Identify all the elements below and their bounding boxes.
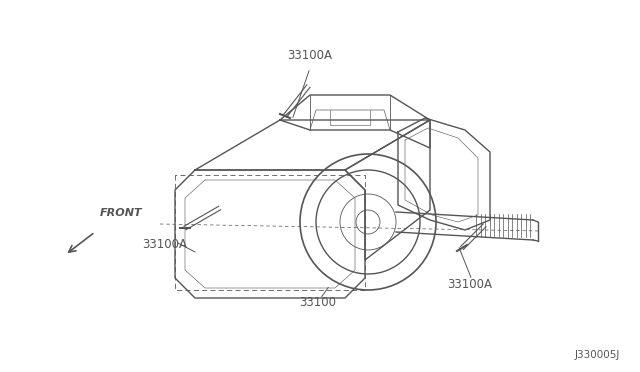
Text: FRONT: FRONT (100, 208, 143, 218)
Text: J330005J: J330005J (575, 350, 620, 360)
Text: 33100A: 33100A (143, 238, 188, 251)
Text: 33100A: 33100A (287, 49, 333, 62)
Text: 33100A: 33100A (447, 278, 493, 291)
Text: 33100: 33100 (300, 296, 337, 309)
